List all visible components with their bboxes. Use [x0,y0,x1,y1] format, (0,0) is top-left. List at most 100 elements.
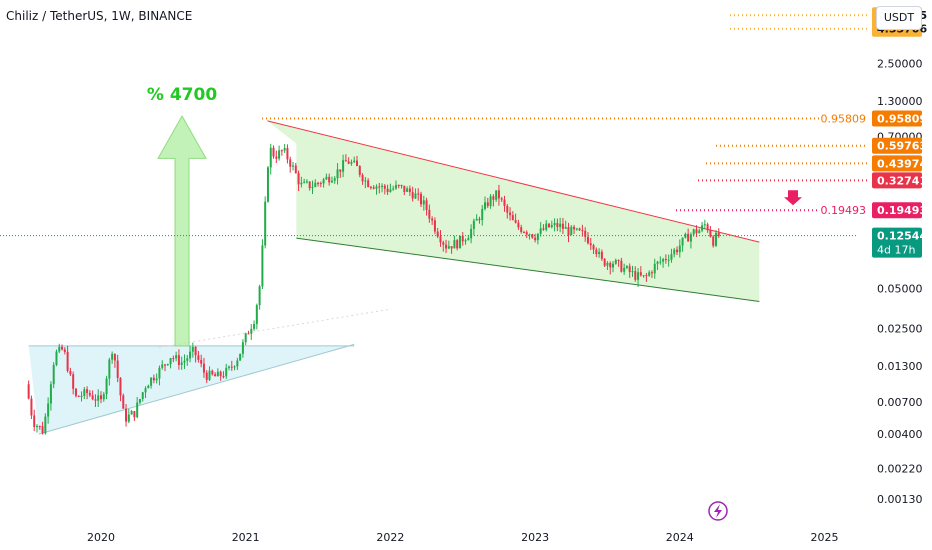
candle-down [397,185,400,187]
candle-up [180,362,183,365]
candle-up [311,186,314,189]
symbol-title[interactable]: Chiliz / TetherUS, 1W, BINANCE [6,9,193,23]
candle-down [286,148,289,160]
gain-annotation: % 4700 [147,85,217,105]
time-tick-5: 2025 [811,531,839,544]
candle-down [205,372,208,380]
price-tick-10: 0.00220 [877,463,923,476]
candle-up [653,263,656,274]
currency-button[interactable]: USDT [876,6,922,30]
candle-down [706,224,709,231]
candle-down [548,223,551,228]
candle-down [113,353,116,361]
candle-up [325,176,328,180]
candle-down [33,415,36,427]
time-tick-4: 2024 [666,531,694,544]
candle-down [639,272,642,276]
candle-up [264,201,267,246]
candle-down [442,242,445,245]
candle-down [202,363,205,373]
candle-down [38,426,41,428]
candle-up [186,358,189,361]
candle-down [289,159,292,167]
candle-down [27,384,30,399]
candle-down [542,228,545,230]
candle-up [80,395,83,397]
wedge-resistance-line [267,120,760,243]
candle-down [63,349,66,352]
candle-up [105,378,108,395]
candle-down [531,234,534,238]
candle-down [628,266,631,273]
candle-down [584,230,587,237]
target-tag-label-6: 0.19493 [877,204,927,217]
candle-down [634,271,637,280]
candle-down [200,359,203,364]
candle-up [191,346,194,352]
candle-up [52,364,55,385]
candle-down [308,181,311,189]
candle-up [47,403,50,417]
candle-up [484,202,487,209]
candle-up [623,267,626,272]
candle-up [364,180,367,182]
annotation-layer: % 4700 0.95809 0.19493 [0,14,868,347]
price-tick-6: 0.02500 [877,323,923,336]
candle-up [375,186,378,189]
target-tag-label-4: 0.43974 [877,157,927,170]
candle-down [503,199,506,206]
candle-up [550,225,553,228]
candle-down [122,395,125,409]
candle-down [433,220,436,232]
candle-up [244,333,247,343]
candle-up [458,235,461,249]
candle-up [155,378,158,381]
candle-up [49,384,52,404]
candle-up [714,232,717,246]
candle-up [35,426,38,428]
candle-up [678,245,681,253]
candle-up [161,364,164,368]
candle-down [676,249,679,253]
candle-up [495,190,498,200]
candle-up [130,411,133,415]
candle-up [333,178,336,181]
candle-down [511,215,514,221]
candle-down [367,180,370,187]
candle-up [305,181,308,183]
candle-down [567,227,570,235]
candles-layer [27,143,720,435]
candle-up [255,305,258,325]
candle-down [417,193,420,195]
current-price-label: 0.12544 [877,230,927,243]
candle-up [472,220,475,229]
candle-up [236,360,239,367]
candle-down [420,193,423,205]
candle-down [297,173,300,185]
price-tick-2: 2.50000 [877,57,923,70]
candle-up [698,230,701,234]
candle-down [478,218,481,221]
candle-down [431,218,434,221]
price-tick-7: 0.01300 [877,360,923,373]
candle-down [116,360,119,378]
candle-up [58,346,61,352]
candle-down [133,411,136,418]
candle-up [570,226,573,235]
candle-up [158,367,161,379]
candle-down [94,399,97,401]
candle-down [425,200,428,210]
candle-up [564,227,567,229]
time-tick-0: 2020 [87,531,115,544]
lightning-icon[interactable] [708,501,728,521]
candle-up [673,249,676,255]
candle-down [41,426,44,434]
candle-up [703,224,706,226]
candle-down [522,231,525,233]
candle-up [637,272,640,280]
candle-up [536,233,539,241]
time-tick-2: 2022 [376,531,404,544]
wedge-support-line [296,237,760,302]
candle-down [328,176,331,183]
